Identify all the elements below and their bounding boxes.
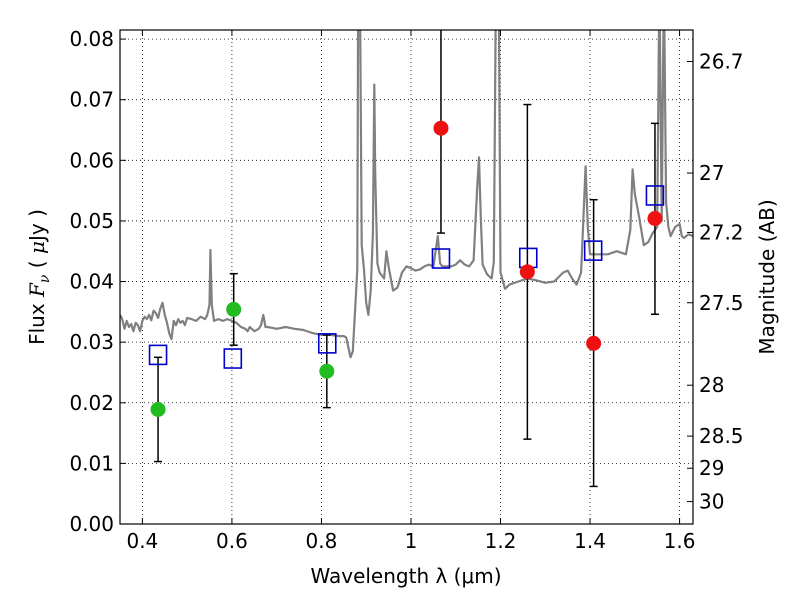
plot-frame	[119, 29, 694, 525]
marker-layer	[148, 120, 665, 417]
y-tick-label: 0.03	[69, 330, 114, 354]
red-data-point	[647, 211, 663, 227]
y-axis-title-subscript: ν	[37, 274, 53, 283]
y2-tick-label: 30	[699, 490, 724, 514]
x-tick-label: 1.4	[574, 529, 606, 553]
x-tick-label: 1.2	[485, 529, 517, 553]
y-axis-title-prefix: Flux	[25, 297, 49, 345]
y-tick-label: 0.07	[69, 88, 114, 112]
y-tick-label: 0.02	[69, 391, 114, 415]
red-data-point	[586, 335, 602, 351]
red-data-point	[519, 264, 535, 280]
y-axis-title: Flux Fν ( μJy )	[25, 209, 53, 345]
y-tick-label: 0.01	[69, 451, 114, 475]
y-axis-title-symbol: F	[25, 282, 49, 298]
x-axis-title: Wavelength λ (μm)	[310, 564, 501, 588]
x-tick-label: 0.6	[216, 529, 248, 553]
green-data-point	[226, 301, 242, 317]
model-square	[317, 333, 337, 354]
y-tick-label: 0.08	[69, 27, 114, 51]
y-axis-title-suffix: Jy )	[25, 209, 49, 243]
model-square	[583, 240, 603, 261]
x-tick-label: 1.6	[664, 529, 696, 553]
y2-tick-label: 26.7	[699, 50, 744, 74]
y-tick-label: 0.05	[69, 209, 114, 233]
y-axis-title-mid: (	[25, 254, 49, 275]
x-tick-label: 0.4	[126, 529, 158, 553]
model-square	[645, 185, 665, 206]
plot-background	[120, 30, 693, 524]
ticks: 0.4 0.6 0.8 1 1.2 1.4 1.6 0.00 0.01 0.02 0.03 0.04 0…	[69, 27, 743, 553]
x-tick-label: 1	[405, 529, 418, 553]
y2-tick-label: 28	[699, 373, 724, 397]
model-square	[223, 348, 243, 369]
y2-tick-label: 27.5	[699, 291, 744, 315]
green-data-point	[319, 363, 335, 379]
red-data-point	[433, 120, 449, 136]
green-data-point	[150, 401, 166, 417]
y2-tick-label: 28.5	[699, 424, 744, 448]
y-tick-label: 0.04	[69, 270, 114, 294]
spectrum-layer	[120, 30, 693, 359]
y2-tick-label: 29	[699, 456, 724, 480]
spectrum-line	[120, 30, 693, 359]
x-tick-label: 0.8	[306, 529, 338, 553]
y-tick-label: 0.00	[69, 512, 114, 536]
y2-tick-label: 27	[699, 161, 724, 185]
y2-tick-label: 27.2	[699, 220, 744, 244]
y-tick-label: 0.06	[69, 148, 114, 172]
model-square	[148, 344, 168, 366]
y2-axis-title: Magnitude (AB)	[755, 199, 779, 354]
model-square	[431, 248, 451, 269]
y-axis-title-mu: μ	[25, 241, 49, 254]
